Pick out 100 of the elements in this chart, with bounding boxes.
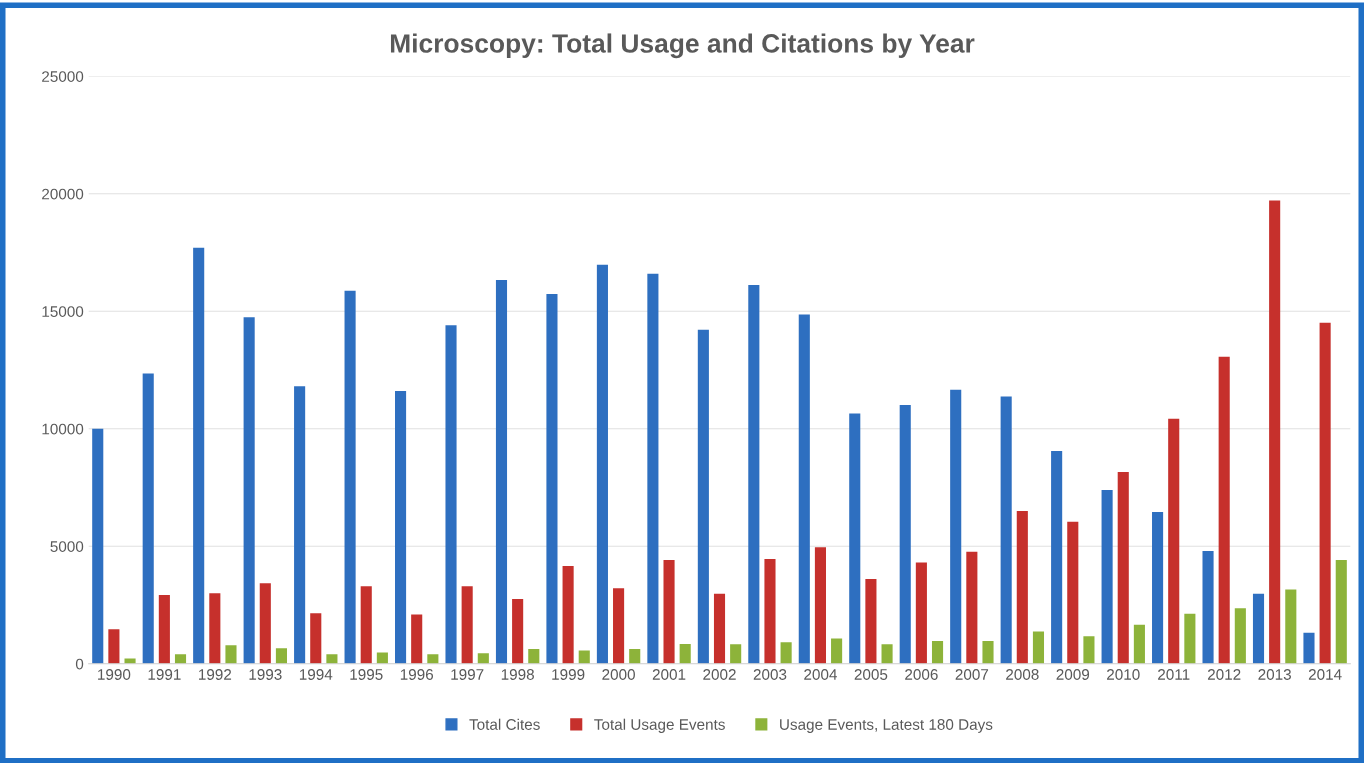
bar — [748, 284, 760, 664]
bar — [1152, 512, 1164, 664]
bar — [1067, 521, 1079, 664]
bar — [427, 654, 439, 664]
x-tick-label: 2014 — [1308, 669, 1342, 680]
bar — [1184, 613, 1196, 664]
bar — [1083, 636, 1095, 664]
bar — [512, 598, 524, 664]
x-tick-label: 2001 — [652, 669, 686, 680]
x-tick-label: 2006 — [905, 669, 938, 680]
y-tick-label: 5000 — [50, 541, 84, 552]
y-tick-label: 15000 — [42, 306, 84, 317]
bar — [1269, 200, 1281, 664]
bar — [1101, 489, 1113, 664]
x-tick-label: 2005 — [854, 669, 888, 680]
chart-title: Microscopy: Total Usage and Citations by Year — [390, 33, 975, 59]
bar — [629, 649, 641, 664]
x-tick-label: 2009 — [1056, 669, 1090, 680]
bar — [1303, 632, 1315, 664]
bar — [1234, 608, 1246, 664]
bar — [124, 658, 136, 664]
x-tick-label: 1999 — [552, 669, 585, 680]
x-tick-label: 2007 — [955, 669, 989, 680]
bar — [158, 594, 170, 664]
bar — [174, 654, 187, 664]
bar — [225, 645, 237, 664]
x-tick-label: 2010 — [1107, 669, 1140, 680]
bar — [881, 644, 893, 664]
bar — [310, 613, 322, 664]
bar — [294, 386, 306, 664]
bar — [950, 389, 962, 664]
bar — [663, 559, 675, 664]
bar — [931, 641, 944, 664]
bar — [411, 614, 423, 664]
bar — [1252, 593, 1265, 664]
bar — [596, 264, 608, 664]
bar — [360, 586, 372, 664]
bar — [1168, 418, 1180, 664]
bar — [1032, 631, 1045, 664]
bar — [578, 650, 590, 664]
y-tick-label: 10000 — [42, 423, 84, 435]
bar — [1117, 472, 1129, 664]
bar — [193, 247, 205, 664]
x-tick-label: 2011 — [1158, 669, 1190, 680]
bar — [780, 642, 792, 664]
bar — [713, 593, 726, 664]
x-tick-label: 1992 — [199, 669, 232, 680]
bar — [209, 593, 221, 664]
bar — [679, 644, 691, 664]
bar — [495, 280, 508, 664]
x-tick-label: 1993 — [249, 669, 282, 680]
x-tick-label: 2012 — [1207, 669, 1241, 680]
bar — [1202, 551, 1214, 664]
bar — [546, 293, 558, 664]
bar — [1133, 624, 1145, 664]
x-tick-label: 1996 — [400, 669, 434, 680]
x-tick-label: 2013 — [1258, 669, 1291, 680]
bar — [528, 649, 540, 664]
bar — [966, 551, 978, 664]
bar — [344, 290, 356, 664]
bar — [1285, 589, 1297, 664]
bar — [461, 586, 473, 664]
bar — [764, 559, 776, 664]
legend-label: Total Usage Events — [594, 718, 725, 733]
bar — [865, 578, 877, 664]
bar — [477, 653, 489, 664]
x-tick-label: 1991 — [148, 669, 181, 680]
bar — [831, 638, 843, 664]
bar — [326, 654, 338, 664]
bar — [814, 547, 826, 664]
bar — [647, 273, 659, 664]
bar — [1319, 322, 1331, 664]
y-tick-label: 25000 — [42, 71, 84, 82]
bar — [730, 644, 742, 664]
x-tick-label: 2002 — [703, 669, 736, 680]
bar — [562, 566, 574, 664]
bar — [1335, 559, 1347, 664]
x-tick-label: 2004 — [804, 669, 837, 680]
bar — [445, 325, 457, 664]
bar — [108, 629, 120, 664]
x-tick-label: 2003 — [753, 669, 787, 680]
bar — [259, 583, 271, 664]
x-tick-label: 1990 — [98, 669, 131, 680]
bar — [849, 413, 861, 664]
bar — [142, 373, 154, 664]
bar — [613, 588, 625, 664]
legend-label: Usage Events, Latest 180 Days — [780, 719, 993, 733]
bar — [1000, 396, 1012, 664]
bar — [275, 648, 287, 664]
x-tick-label: 2000 — [602, 669, 635, 680]
bar — [899, 405, 911, 664]
x-tick-label: 1997 — [451, 669, 484, 680]
bar — [697, 329, 709, 664]
bar — [915, 562, 927, 664]
x-tick-label: 2008 — [1006, 669, 1039, 680]
bar — [1051, 450, 1063, 664]
bar — [798, 314, 810, 664]
legend-label: Total Cites — [469, 718, 540, 730]
bar — [395, 390, 407, 664]
bar — [92, 428, 104, 664]
